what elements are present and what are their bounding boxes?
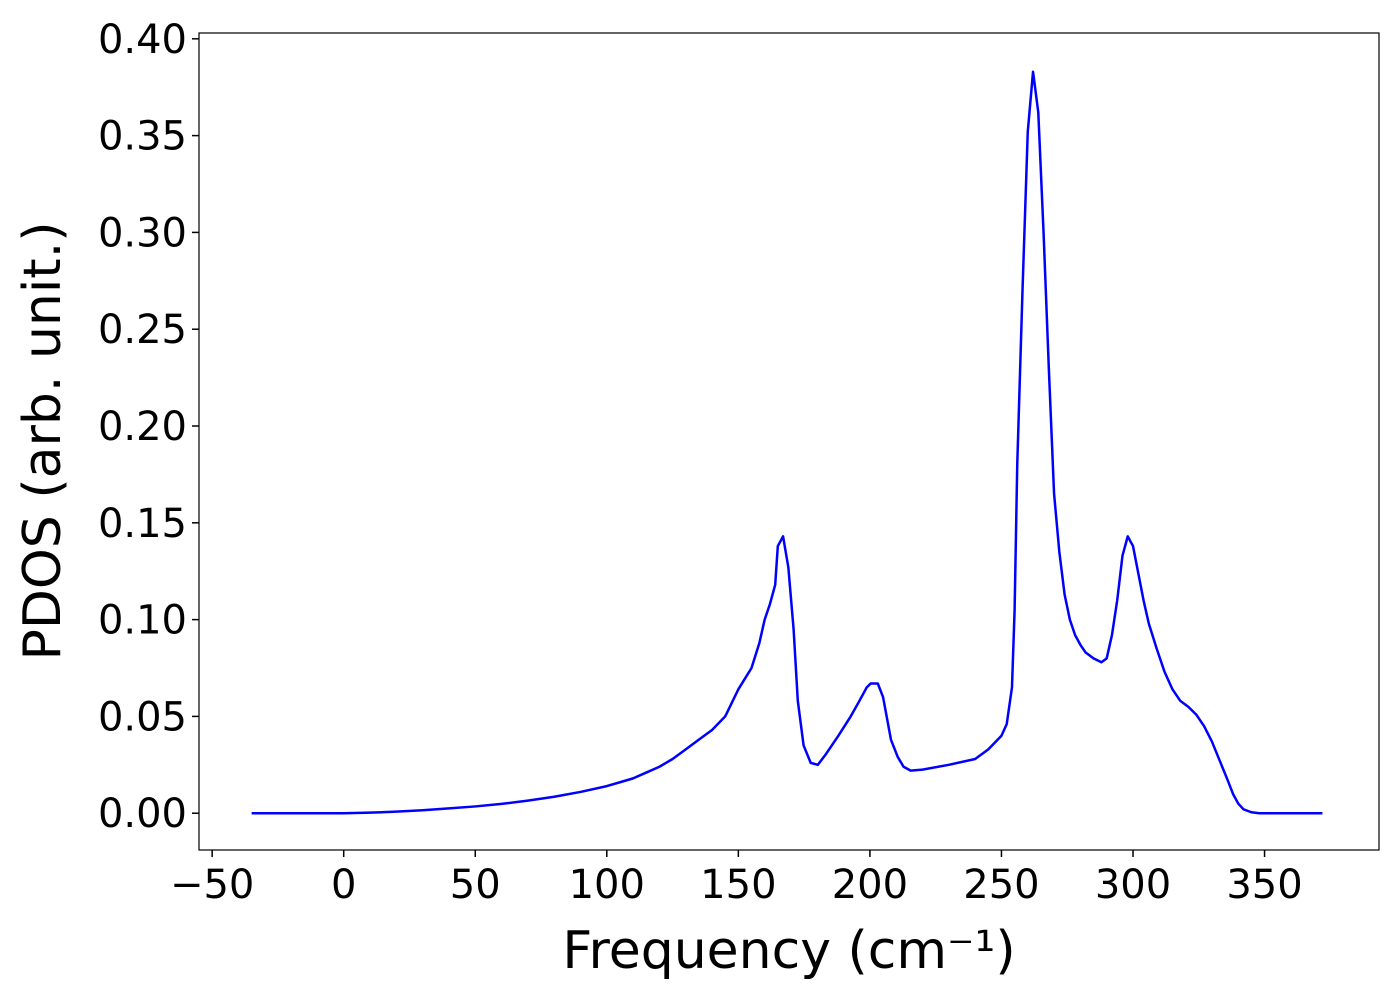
y-tick-label: 0.40 <box>98 17 187 63</box>
y-tick-label: 0.00 <box>98 791 187 837</box>
y-tick-label: 0.30 <box>98 210 187 256</box>
x-tick-label: 300 <box>1095 862 1171 908</box>
y-tick-label: 0.05 <box>98 694 187 740</box>
x-tick-label: 250 <box>963 862 1039 908</box>
x-tick-label: 200 <box>832 862 908 908</box>
x-tick-label: 100 <box>569 862 645 908</box>
x-tick-label: −50 <box>170 862 254 908</box>
y-tick-label: 0.10 <box>98 598 187 644</box>
y-tick-label: 0.20 <box>98 404 187 450</box>
y-tick-label: 0.25 <box>98 307 187 353</box>
plot-frame <box>198 32 1380 851</box>
y-tick-label: 0.15 <box>98 501 187 547</box>
x-axis-label: Frequency (cm⁻¹) <box>562 921 1015 981</box>
y-axis-label: PDOS (arb. unit.) <box>13 221 73 660</box>
y-tick-label: 0.35 <box>98 114 187 160</box>
x-tick-label: 0 <box>331 862 356 908</box>
x-tick-label: 350 <box>1226 862 1302 908</box>
x-tick-label: 150 <box>700 862 776 908</box>
line <box>251 70 1323 815</box>
x-tick-label: 50 <box>450 862 501 908</box>
